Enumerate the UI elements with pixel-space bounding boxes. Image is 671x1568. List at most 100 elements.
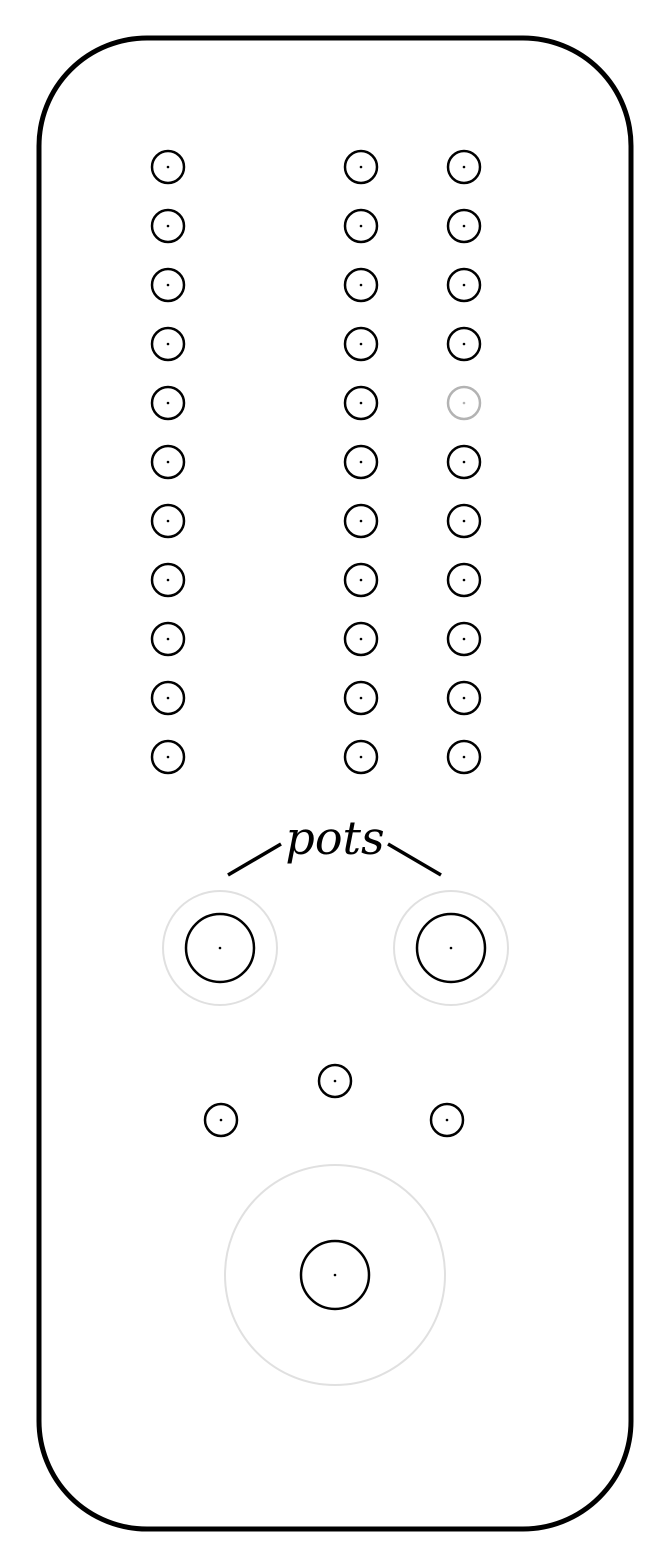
- jack-hole-center-dot: [166, 401, 170, 405]
- jack-hole-middle-5[interactable]: [343, 385, 379, 421]
- jack-hole-ring: [343, 680, 379, 716]
- jack-hole-ring: [343, 326, 379, 362]
- jack-hole-ring: [343, 503, 379, 539]
- jack-hole-center-dot: [462, 578, 466, 582]
- pot-left-body[interactable]: [184, 912, 256, 984]
- jack-hole-center-dot: [166, 519, 170, 523]
- jack-hole-center-dot: [359, 165, 363, 169]
- jack-hole-ring: [150, 326, 186, 362]
- jack-hole-center-dot: [462, 755, 466, 759]
- jack-hole-ring: [150, 149, 186, 185]
- jack-hole-ring: [446, 680, 482, 716]
- pot-left[interactable]: [162, 890, 278, 1006]
- jack-hole-left-11[interactable]: [150, 739, 186, 775]
- jack-hole-center-dot: [462, 637, 466, 641]
- jack-hole-right-5[interactable]: [446, 385, 482, 421]
- jack-hole-right-9[interactable]: [446, 621, 482, 657]
- jack-hole-right-8[interactable]: [446, 562, 482, 598]
- jack-hole-left-3[interactable]: [150, 267, 186, 303]
- jack-hole-left-8[interactable]: [150, 562, 186, 598]
- jack-hole-center-dot: [359, 637, 363, 641]
- jack-hole-center-dot: [166, 578, 170, 582]
- jack-hole-center-dot: [166, 755, 170, 759]
- jack-hole-ring: [343, 208, 379, 244]
- jack-hole-center-dot: [166, 342, 170, 346]
- jack-hole-left-9[interactable]: [150, 621, 186, 657]
- jack-hole-middle-10[interactable]: [343, 680, 379, 716]
- jack-hole-right-11[interactable]: [446, 739, 482, 775]
- pot-right[interactable]: [393, 890, 509, 1006]
- jack-hole-ring: [343, 267, 379, 303]
- large-control[interactable]: [224, 1164, 446, 1386]
- jack-hole-right-3[interactable]: [446, 267, 482, 303]
- jack-hole-center-dot: [166, 283, 170, 287]
- pots-label: pots: [285, 811, 384, 865]
- jack-hole-left-7[interactable]: [150, 503, 186, 539]
- jack-hole-center-dot: [462, 696, 466, 700]
- jack-hole-ring: [150, 739, 186, 775]
- jack-hole-ring: [150, 621, 186, 657]
- jack-hole-ring: [446, 503, 482, 539]
- jack-hole-ring: [446, 444, 482, 480]
- large-control-body[interactable]: [299, 1239, 371, 1311]
- pot-right-guide-ring: [393, 890, 509, 1006]
- jack-hole-middle-3[interactable]: [343, 267, 379, 303]
- jack-hole-middle-9[interactable]: [343, 621, 379, 657]
- jack-hole-center-dot: [462, 460, 466, 464]
- pot-left-center-dot: [218, 946, 222, 950]
- jack-hole-middle-11[interactable]: [343, 739, 379, 775]
- jack-hole-center-dot: [166, 696, 170, 700]
- jack-hole-right-7[interactable]: [446, 503, 482, 539]
- small-hole-top[interactable]: [317, 1063, 353, 1099]
- jack-hole-grid: [150, 149, 482, 775]
- small-hole-left[interactable]: [203, 1102, 239, 1138]
- pot-left-guide-ring: [162, 890, 278, 1006]
- jack-hole-ring: [343, 385, 379, 421]
- pot-right-body[interactable]: [415, 912, 487, 984]
- jack-hole-right-1[interactable]: [446, 149, 482, 185]
- jack-hole-left-1[interactable]: [150, 149, 186, 185]
- jack-hole-center-dot: [462, 519, 466, 523]
- jack-hole-ring: [446, 267, 482, 303]
- pots-annotation: pots: [227, 811, 442, 877]
- jack-hole-center-dot: [359, 460, 363, 464]
- jack-hole-center-dot: [359, 578, 363, 582]
- jack-hole-center-dot: [359, 696, 363, 700]
- jack-hole-ring: [343, 149, 379, 185]
- jack-hole-ring: [343, 444, 379, 480]
- jack-hole-right-2[interactable]: [446, 208, 482, 244]
- jack-hole-ring: [343, 739, 379, 775]
- jack-hole-middle-7[interactable]: [343, 503, 379, 539]
- jack-hole-left-4[interactable]: [150, 326, 186, 362]
- pots-leader-line-right: [387, 842, 442, 877]
- panel-outline: [36, 35, 634, 1532]
- jack-hole-middle-4[interactable]: [343, 326, 379, 362]
- pot-right-center-dot: [449, 946, 453, 950]
- jack-hole-ring: [446, 621, 482, 657]
- large-control-guide-ring: [224, 1164, 446, 1386]
- large-control-center-dot: [333, 1273, 337, 1277]
- small-hole-right[interactable]: [429, 1102, 465, 1138]
- jack-hole-ring: [446, 385, 482, 421]
- jack-hole-left-2[interactable]: [150, 208, 186, 244]
- jack-hole-middle-6[interactable]: [343, 444, 379, 480]
- jack-hole-ring: [446, 208, 482, 244]
- jack-hole-ring: [150, 267, 186, 303]
- jack-hole-center-dot: [166, 224, 170, 228]
- jack-hole-ring: [343, 621, 379, 657]
- jack-hole-right-4[interactable]: [446, 326, 482, 362]
- jack-hole-middle-8[interactable]: [343, 562, 379, 598]
- pots-leader-line-left: [227, 842, 282, 877]
- jack-hole-center-dot: [462, 165, 466, 169]
- jack-hole-left-6[interactable]: [150, 444, 186, 480]
- jack-hole-center-dot: [462, 401, 466, 405]
- jack-hole-right-10[interactable]: [446, 680, 482, 716]
- jack-hole-left-5[interactable]: [150, 385, 186, 421]
- jack-hole-left-10[interactable]: [150, 680, 186, 716]
- jack-hole-middle-1[interactable]: [343, 149, 379, 185]
- jack-hole-right-6[interactable]: [446, 444, 482, 480]
- jack-hole-center-dot: [359, 283, 363, 287]
- jack-hole-ring: [150, 562, 186, 598]
- jack-hole-middle-2[interactable]: [343, 208, 379, 244]
